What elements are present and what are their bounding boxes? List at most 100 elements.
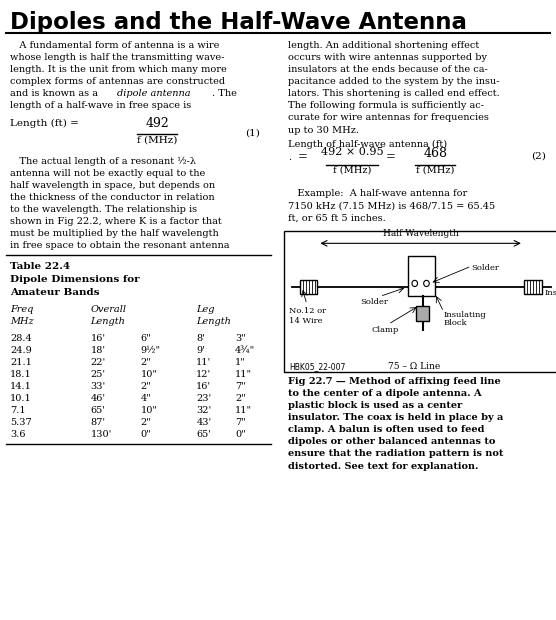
Text: in free space to obtain the resonant antenna: in free space to obtain the resonant ant… [10,241,230,250]
Text: 46': 46' [91,394,106,403]
Text: ensure that the radiation pattern is not: ensure that the radiation pattern is not [288,450,503,458]
Bar [284,231,556,372]
Text: must be multiplied by the half wavelength: must be multiplied by the half wavelengt… [10,229,219,239]
Text: 1": 1" [235,358,246,367]
Text: length of a half-wave in free space is: length of a half-wave in free space is [10,101,191,110]
Text: whose length is half the transmitting wave-: whose length is half the transmitting wa… [10,53,225,62]
Text: 28.4: 28.4 [10,334,32,343]
Text: 7": 7" [235,418,246,427]
Text: lators. This shortening is called end effect.: lators. This shortening is called end ef… [288,89,500,99]
Text: 2": 2" [141,358,152,367]
Text: 7150 kHz (7.15 MHz) is 468/7.15 = 65.45: 7150 kHz (7.15 MHz) is 468/7.15 = 65.45 [288,202,495,210]
Text: 14.1: 14.1 [10,382,32,391]
Text: 6": 6" [141,334,151,343]
Text: .: . [288,153,291,162]
Text: 75 – Ω Line: 75 – Ω Line [388,362,440,371]
Text: 130': 130' [91,430,112,440]
Text: 492 × 0.95: 492 × 0.95 [321,147,383,157]
Text: the thickness of the conductor in relation: the thickness of the conductor in relati… [10,193,215,202]
Text: insulator. The coax is held in place by a: insulator. The coax is held in place by … [288,413,503,422]
Text: Dipoles and the Half-Wave Antenna: Dipoles and the Half-Wave Antenna [10,11,467,34]
Text: Length: Length [196,317,231,326]
Text: 65': 65' [91,406,106,415]
Text: length. An additional shortening effect: length. An additional shortening effect [288,41,479,50]
Text: Block: Block [444,319,467,327]
Text: Length (ft) =: Length (ft) = [10,118,79,128]
Text: Amateur Bands: Amateur Bands [10,288,100,296]
Text: 16': 16' [196,382,211,391]
Text: 11": 11" [235,370,252,379]
Text: Table 22.4: Table 22.4 [10,262,70,271]
Text: Leg: Leg [196,304,215,314]
Text: 12': 12' [196,370,211,379]
Text: dipoles or other balanced antennas to: dipoles or other balanced antennas to [288,437,495,446]
Text: 18.1: 18.1 [10,370,32,379]
Text: occurs with wire antennas supported by: occurs with wire antennas supported by [288,53,487,62]
Text: 2": 2" [141,382,152,391]
Text: 8': 8' [196,334,205,343]
Text: Length of half-wave antenna (ft): Length of half-wave antenna (ft) [288,140,447,149]
Text: 492: 492 [146,117,169,130]
Text: 23': 23' [196,394,211,403]
Text: Length: Length [91,317,126,326]
Text: . The: . The [212,89,237,99]
Text: A fundamental form of antenna is a wire: A fundamental form of antenna is a wire [10,41,220,50]
Text: 468: 468 [423,147,448,160]
Text: 18': 18' [91,346,106,355]
Text: 22': 22' [91,358,106,367]
Text: Freq: Freq [10,304,33,314]
Bar [408,255,435,296]
Bar [416,306,429,321]
Text: 3": 3" [235,334,246,343]
Text: HBK05_22-007: HBK05_22-007 [289,362,345,371]
Text: to the center of a dipole antenna. A: to the center of a dipole antenna. A [288,389,481,398]
Text: 3.6: 3.6 [10,430,26,440]
Text: =: = [298,150,308,163]
Text: Fig 22.7 — Method of affixing feed line: Fig 22.7 — Method of affixing feed line [288,377,501,386]
Text: The following formula is sufficiently ac-: The following formula is sufficiently ac… [288,101,484,110]
Text: 7": 7" [235,382,246,391]
Text: 14 Wire: 14 Wire [289,317,322,325]
Text: 4": 4" [141,394,152,403]
Text: The actual length of a resonant ½-λ: The actual length of a resonant ½-λ [10,157,196,166]
Text: f (MHz): f (MHz) [137,135,177,144]
Text: 25': 25' [91,370,106,379]
Text: Dipole Dimensions for: Dipole Dimensions for [10,275,140,284]
Text: (2): (2) [531,152,546,161]
Text: 0": 0" [235,430,246,440]
Text: clamp. A balun is often used to feed: clamp. A balun is often used to feed [288,425,484,434]
Text: distorted. See text for explanation.: distorted. See text for explanation. [288,461,478,471]
Text: to the wavelength. The relationship is: to the wavelength. The relationship is [10,205,197,215]
Text: 10.1: 10.1 [10,394,32,403]
Text: antenna will not be exactly equal to the: antenna will not be exactly equal to the [10,169,205,178]
Text: up to 30 MHz.: up to 30 MHz. [288,125,359,135]
Text: shown in Fig 22.2, where K is a factor that: shown in Fig 22.2, where K is a factor t… [10,217,222,226]
Text: ft, or 65 ft 5 inches.: ft, or 65 ft 5 inches. [288,213,386,223]
Text: 11": 11" [235,406,252,415]
Text: 9½": 9½" [141,346,161,355]
Text: and is known as a: and is known as a [10,89,101,99]
Text: 87': 87' [91,418,106,427]
Text: 21.1: 21.1 [10,358,32,367]
Text: =: = [385,150,395,163]
Text: f (MHz): f (MHz) [332,166,371,175]
Text: 24.9: 24.9 [10,346,32,355]
Text: 7.1: 7.1 [10,406,26,415]
Text: 16': 16' [91,334,106,343]
Text: 33': 33' [91,382,106,391]
Text: plastic block is used as a center: plastic block is used as a center [288,401,462,410]
Text: f (MHz): f (MHz) [416,166,455,175]
Text: Overall: Overall [91,304,127,314]
Text: 4¾": 4¾" [235,346,255,355]
Text: 32': 32' [196,406,211,415]
Text: (1): (1) [245,128,260,138]
Text: 2": 2" [141,418,152,427]
Text: Solder: Solder [360,298,388,306]
Text: length. It is the unit from which many more: length. It is the unit from which many m… [10,65,227,74]
Text: MHz: MHz [10,317,33,326]
Text: 10": 10" [141,406,158,415]
Text: 43': 43' [196,418,211,427]
Text: Solder: Solder [471,264,499,272]
Text: No.12 or: No.12 or [289,307,326,315]
Text: 11': 11' [196,358,211,367]
